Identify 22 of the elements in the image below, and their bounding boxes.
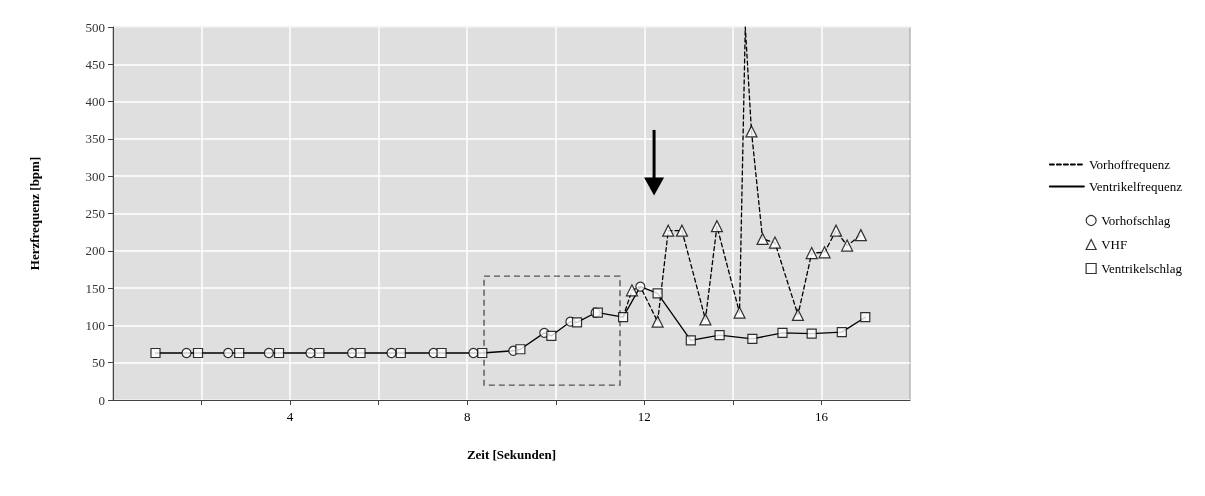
x-tick-label: 12: [637, 409, 651, 424]
y-tick-label: 500: [85, 19, 105, 35]
y-tick-label: 100: [85, 317, 105, 333]
y-tick-label: 400: [85, 94, 105, 110]
legend-label: Ventrikelfrequenz: [1088, 179, 1183, 194]
y-tick-label: 0: [98, 392, 105, 408]
y-tick-label: 50: [92, 355, 105, 371]
x-tick-label: 16: [814, 409, 829, 424]
x-tick-label: 8: [463, 409, 471, 424]
legend-label: Vorhoffrequenz: [1088, 157, 1171, 172]
legend-label: Ventrikelschlag: [1101, 261, 1183, 276]
legend-label: Vorhofschlag: [1101, 213, 1171, 228]
legend-label: VHF: [1101, 237, 1128, 252]
y-axis-title: Herzfrequenz [bpm]: [27, 156, 42, 271]
y-tick-label: 300: [85, 168, 105, 184]
y-tick-label: 250: [85, 206, 105, 221]
y-tick-label: 450: [85, 56, 105, 72]
y-tick-label: 150: [85, 280, 105, 296]
x-axis-title: Zeit [Sekunden]: [466, 447, 557, 462]
y-tick-label: 200: [85, 243, 105, 259]
y-tick-label: 350: [85, 131, 105, 147]
x-tick-label: 4: [286, 409, 294, 424]
